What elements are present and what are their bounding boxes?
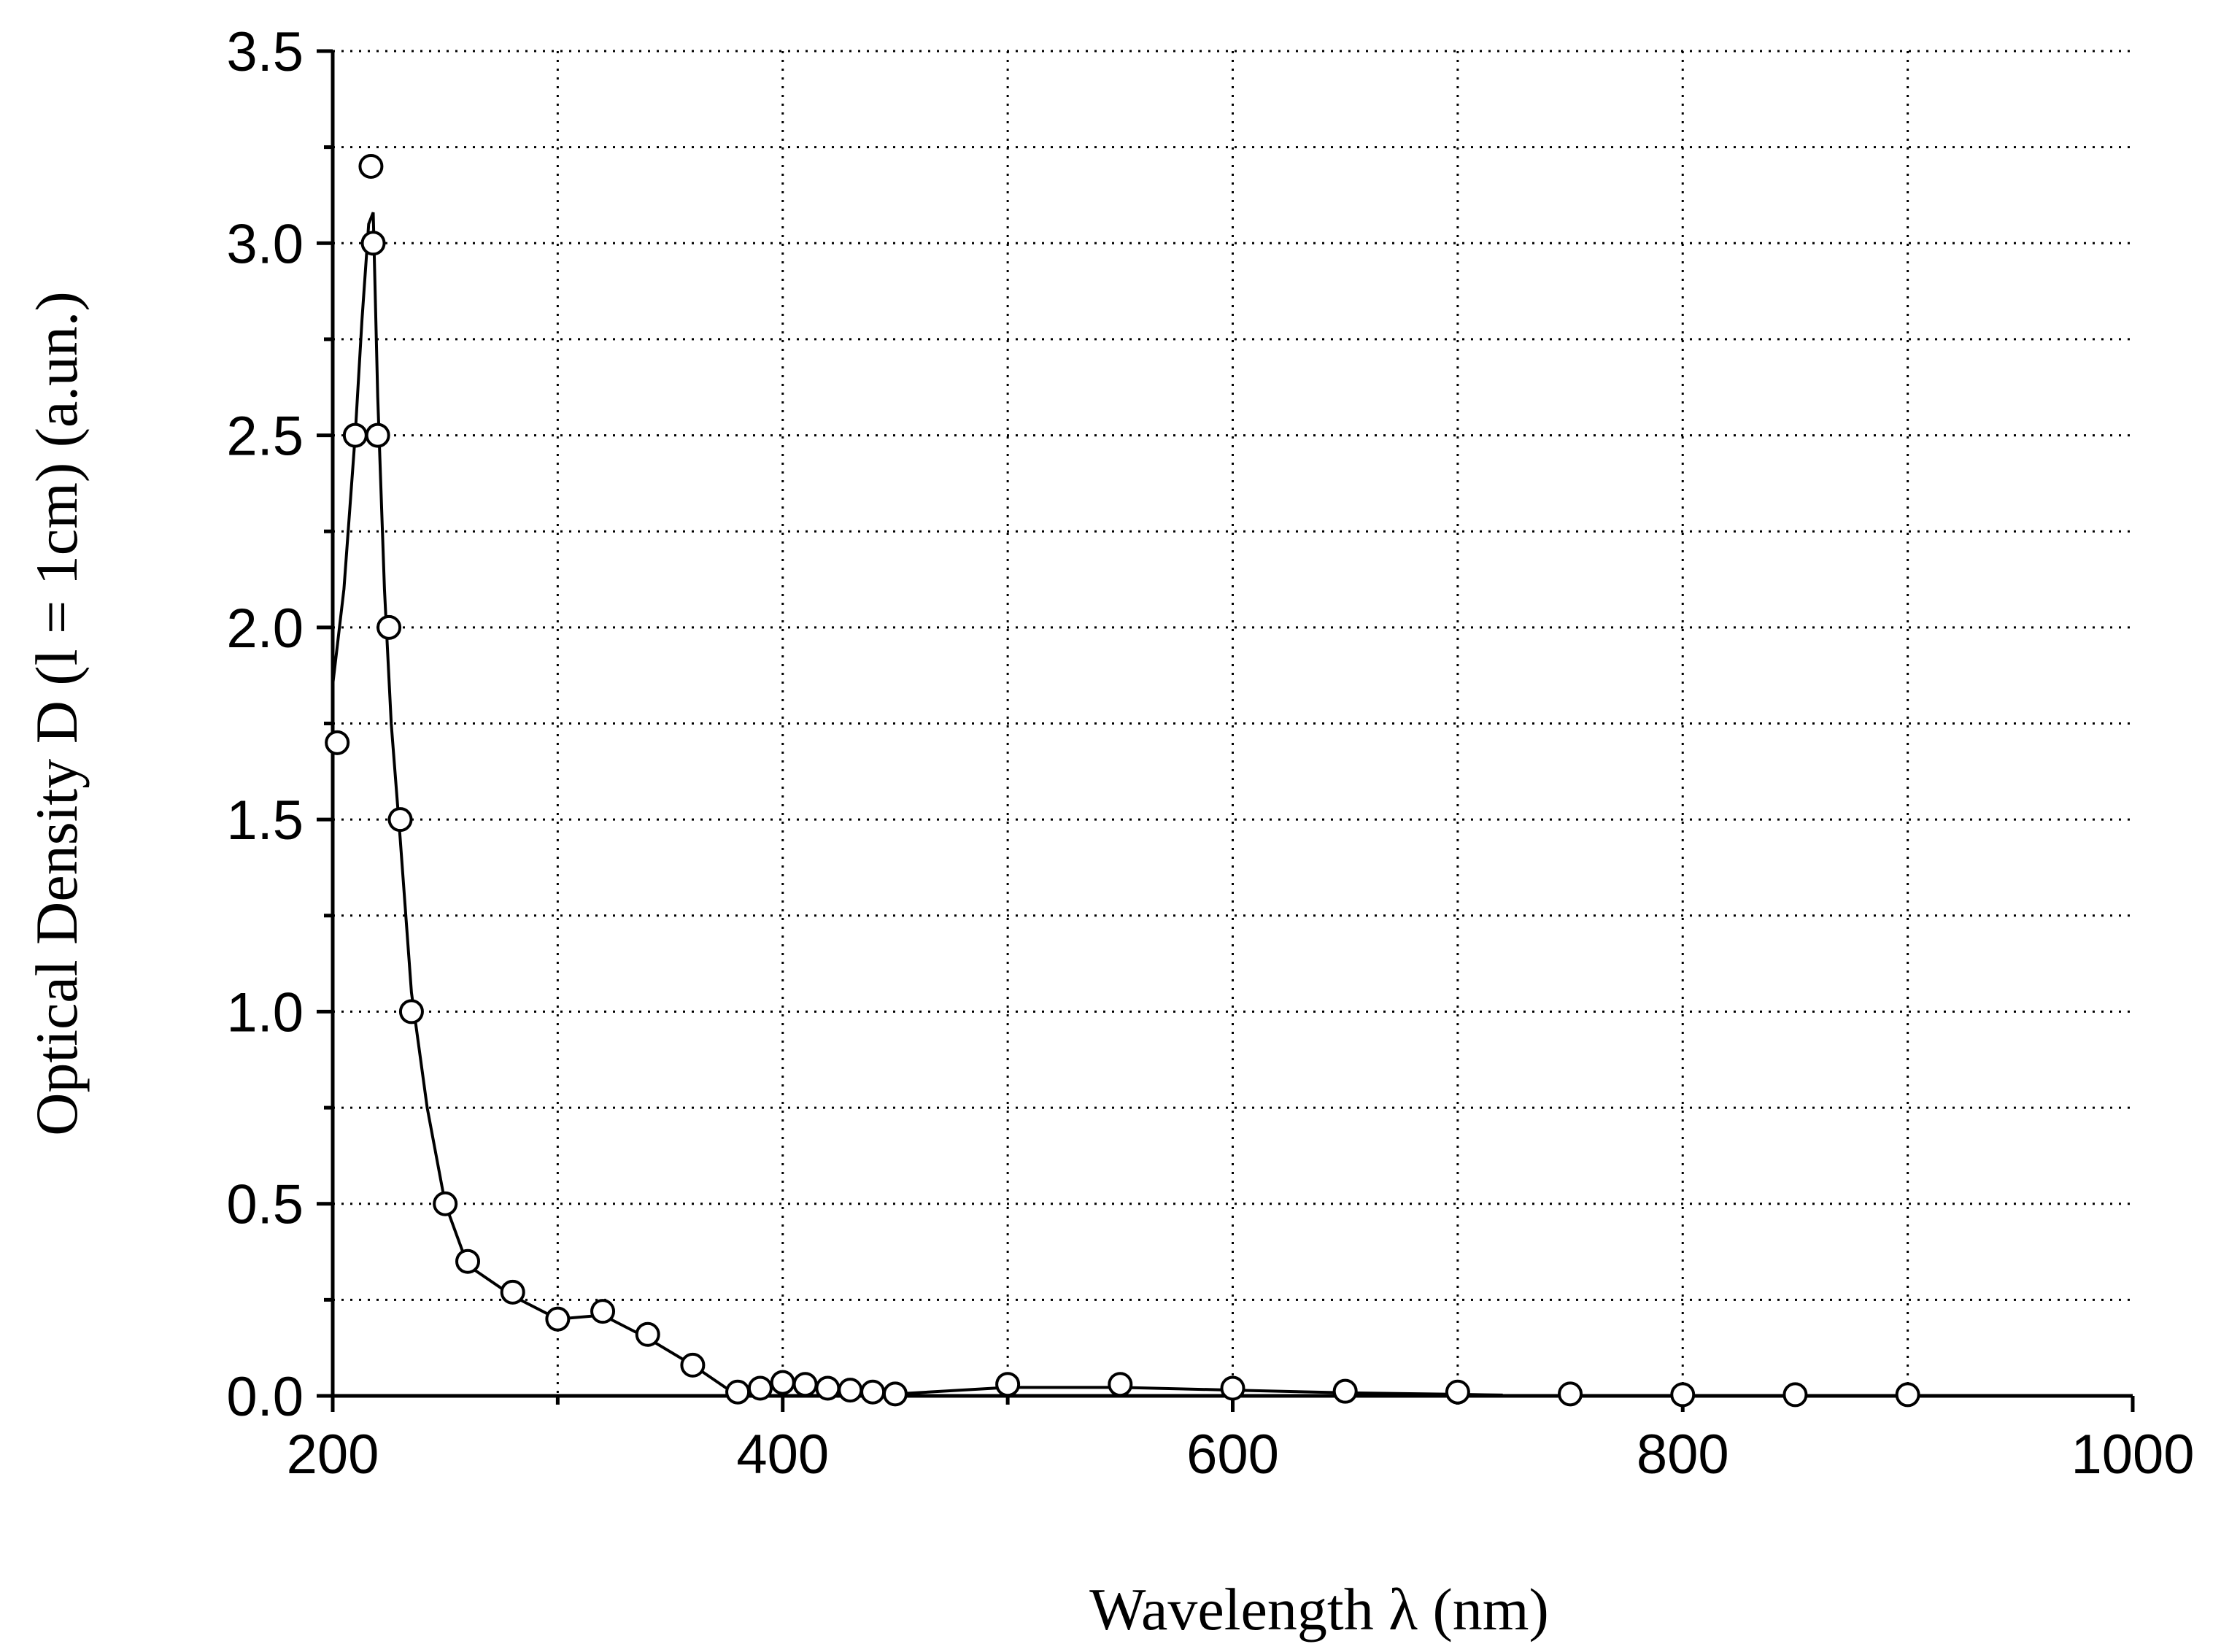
data-point (590, 1299, 616, 1324)
data-point (1670, 1382, 1696, 1408)
data-point (360, 231, 386, 256)
y-tick-label: 3.0 (226, 213, 304, 275)
x-tick-label: 200 (287, 1424, 379, 1486)
data-point (500, 1279, 525, 1305)
y-tick-labels: 0.0 0.5 1.0 1.5 2.0 2.5 3.0 3.5 (226, 21, 304, 1428)
y-tick-label: 3.5 (226, 21, 304, 83)
series-line (331, 212, 1503, 1397)
data-point (1108, 1372, 1133, 1397)
data-point (1782, 1382, 1808, 1408)
x-tick-label: 600 (1186, 1424, 1279, 1486)
data-points (325, 153, 1920, 1408)
data-point (455, 1248, 481, 1274)
data-point (1895, 1382, 1920, 1408)
data-point (1558, 1381, 1583, 1407)
data-point (1445, 1379, 1470, 1405)
data-point (747, 1375, 773, 1401)
grid (333, 50, 2133, 1396)
data-point (342, 422, 368, 448)
data-point (815, 1375, 841, 1401)
x-tick-labels: 200 400 600 800 1000 (287, 1424, 2195, 1486)
x-tick-label: 400 (736, 1424, 829, 1486)
data-point (680, 1352, 706, 1378)
data-point (1220, 1375, 1245, 1401)
tick-marks (317, 49, 2135, 1412)
y-tick-label: 0.0 (226, 1366, 304, 1428)
y-tick-label: 1.5 (226, 790, 304, 852)
x-tick-label: 800 (1637, 1424, 1729, 1486)
data-point (860, 1379, 886, 1405)
data-point (433, 1191, 458, 1216)
data-point (376, 614, 402, 640)
data-point (365, 422, 390, 448)
data-series (331, 212, 1503, 1397)
data-point (770, 1370, 795, 1395)
data-point (635, 1321, 660, 1347)
data-point (1332, 1378, 1358, 1404)
data-point (387, 807, 413, 833)
data-point (398, 999, 424, 1024)
data-point (838, 1378, 863, 1403)
data-point (882, 1381, 908, 1407)
x-axis-title: Wavelength λ (nm) (1089, 1576, 1549, 1643)
data-point (358, 153, 384, 179)
y-axis-title: Optical Density D (l = 1cm) (a.un.) (23, 291, 90, 1136)
data-point (792, 1372, 818, 1397)
data-point (725, 1379, 751, 1405)
y-tick-label: 2.0 (226, 598, 304, 660)
data-point (995, 1372, 1021, 1397)
x-tick-label: 1000 (2071, 1424, 2194, 1486)
y-tick-label: 2.5 (226, 406, 304, 468)
y-tick-label: 1.0 (226, 981, 304, 1043)
data-point (545, 1306, 571, 1332)
y-tick-label: 0.5 (226, 1174, 304, 1236)
data-point (325, 730, 350, 755)
